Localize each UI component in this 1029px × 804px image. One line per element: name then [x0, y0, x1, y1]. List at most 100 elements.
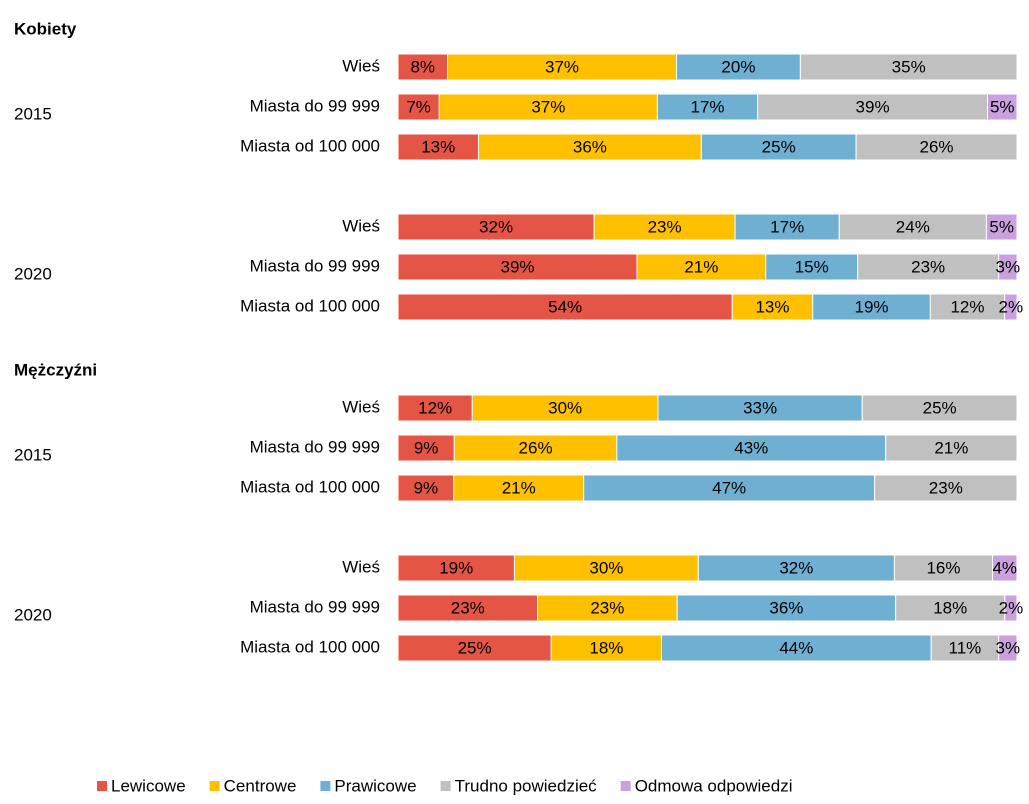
data-label: 17%: [690, 97, 724, 116]
bar-segment: [636, 253, 767, 281]
bar-segment: [583, 474, 876, 502]
legend-swatch: [620, 781, 631, 791]
data-label: 18%: [933, 598, 967, 617]
category-label: Wieś: [342, 397, 380, 416]
group-label: 2015: [14, 445, 52, 464]
data-label: 5%: [989, 217, 1014, 236]
data-label: 9%: [414, 478, 439, 497]
bar-segment: [998, 253, 1018, 281]
data-label: 37%: [545, 57, 579, 76]
data-label: 19%: [439, 558, 473, 577]
group-label: 2020: [14, 264, 52, 283]
section-title: Kobiety: [14, 19, 77, 38]
data-label: 21%: [502, 478, 536, 497]
data-label: 43%: [734, 438, 768, 457]
category-label: Wieś: [342, 557, 380, 576]
data-label: 33%: [743, 398, 777, 417]
data-label: 30%: [589, 558, 623, 577]
bar-segment: [985, 213, 1018, 241]
bar-segment: [513, 554, 699, 582]
data-label: 18%: [589, 638, 623, 657]
data-label: 24%: [896, 217, 930, 236]
data-label: 54%: [548, 297, 582, 316]
bar-segment: [812, 293, 931, 321]
bar-segment: [397, 394, 473, 422]
data-label: 13%: [755, 297, 789, 316]
bar-segment: [438, 93, 658, 121]
category-label: Wieś: [342, 56, 380, 75]
legend-swatch: [97, 781, 107, 791]
data-label: 5%: [990, 97, 1015, 116]
data-label: 30%: [548, 398, 582, 417]
data-label: 39%: [500, 257, 534, 276]
bar-segment: [1004, 594, 1018, 622]
data-label: 17%: [770, 217, 804, 236]
data-label: 9%: [414, 438, 439, 457]
bar-segment: [661, 634, 932, 662]
data-label: 36%: [769, 598, 803, 617]
data-label: 7%: [406, 97, 431, 116]
category-label: Miasta od 100 000: [240, 637, 380, 656]
data-label: 13%: [421, 137, 455, 156]
bar-segment: [987, 93, 1018, 121]
category-label: Miasta do 99 999: [250, 597, 380, 616]
data-label: 4%: [992, 558, 1017, 577]
data-label: 12%: [418, 398, 452, 417]
legend-label: Trudno powiedzieć: [455, 776, 598, 795]
bar-segment: [893, 554, 993, 582]
bar-segment: [453, 474, 585, 502]
data-label: 16%: [926, 558, 960, 577]
bar-segment: [700, 133, 857, 161]
data-label: 8%: [410, 57, 435, 76]
category-label: Miasta od 100 000: [240, 136, 380, 155]
bar-segment: [757, 93, 989, 121]
data-label: 26%: [519, 438, 553, 457]
bar-segment: [857, 253, 1000, 281]
bar-segment: [397, 634, 552, 662]
category-label: Miasta do 99 999: [250, 256, 380, 275]
bar-segment: [998, 634, 1018, 662]
bar-segment: [929, 293, 1006, 321]
bar-segment: [991, 554, 1018, 582]
data-label: 21%: [684, 257, 718, 276]
legend-label: Prawicowe: [334, 776, 416, 795]
bar-segment: [616, 434, 887, 462]
category-label: Miasta od 100 000: [240, 477, 380, 496]
data-label: 23%: [929, 478, 963, 497]
data-label: 32%: [779, 558, 813, 577]
legend-label: Centrowe: [224, 776, 297, 795]
data-label: 36%: [573, 137, 607, 156]
bar-segment: [397, 213, 595, 241]
data-label: 23%: [451, 598, 485, 617]
data-label: 19%: [855, 297, 889, 316]
data-label: 23%: [648, 217, 682, 236]
bar-segment: [397, 474, 455, 502]
bar-segment: [874, 474, 1018, 502]
bar-segment: [765, 253, 859, 281]
bar-segment: [397, 53, 449, 81]
bar-segment: [537, 594, 678, 622]
data-label: 25%: [762, 137, 796, 156]
bar-segment: [895, 594, 1006, 622]
category-label: Miasta do 99 999: [250, 96, 380, 115]
bar-segment: [930, 634, 1000, 662]
data-label: 47%: [712, 478, 746, 497]
data-label: 3%: [996, 257, 1021, 276]
data-label: 26%: [920, 137, 954, 156]
category-label: Wieś: [342, 216, 380, 235]
data-label: 44%: [779, 638, 813, 657]
bar-segment: [397, 93, 440, 121]
bar-segment: [397, 293, 733, 321]
data-label: 39%: [856, 97, 890, 116]
bar-segment: [697, 554, 895, 582]
section-title: Mężczyźni: [14, 360, 97, 379]
data-label: 25%: [923, 398, 957, 417]
bar-segment: [453, 434, 618, 462]
category-label: Miasta do 99 999: [250, 437, 380, 456]
bar-segment: [734, 213, 840, 241]
legend-label: Lewicowe: [111, 776, 186, 795]
bar-segment: [1004, 293, 1018, 321]
bar-segment: [656, 93, 759, 121]
data-label: 11%: [949, 638, 982, 657]
